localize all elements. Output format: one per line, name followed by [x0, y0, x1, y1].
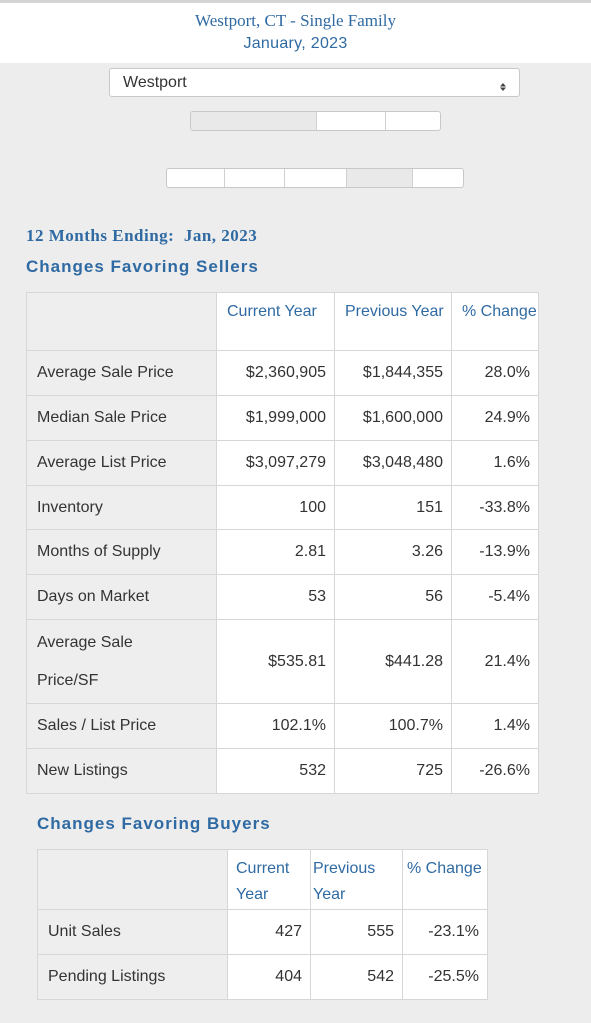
period-heading: 12 Months Ending: Jan, 2023 — [26, 226, 258, 245]
segment-3[interactable] — [386, 112, 440, 130]
table-row: Average Sale Price $2,360,905 $1,844,355… — [26, 350, 539, 396]
cell-previous: 56 — [334, 574, 452, 620]
town-select-value: Westport — [123, 74, 187, 91]
table-header-row: Current Year Previous Year % Change — [26, 292, 539, 351]
row-label: Months of Supply — [26, 529, 217, 575]
cell-change: -23.1% — [402, 909, 488, 955]
cell-change: 1.4% — [451, 703, 539, 749]
row-label: Average Sale Price — [26, 350, 217, 396]
cell-current: 100 — [216, 485, 335, 530]
cell-previous: 3.26 — [334, 529, 452, 575]
cell-current: $535.81 — [216, 619, 335, 704]
segment-1[interactable] — [167, 169, 225, 187]
row-label: New Listings — [26, 748, 217, 794]
row-label: Average Sale Price/SF — [26, 619, 217, 704]
segment-4[interactable] — [346, 169, 414, 187]
cell-previous: $1,844,355 — [334, 350, 452, 396]
cell-change: 24.9% — [451, 395, 539, 441]
cell-change: -25.5% — [402, 954, 488, 1000]
header-blank — [37, 849, 228, 910]
header-current: Current Year — [227, 849, 311, 910]
table-header-row: Current Year Previous Year % Change — [37, 849, 488, 910]
cell-change: 21.4% — [451, 619, 539, 704]
cell-previous: 555 — [310, 909, 403, 955]
cell-change: -5.4% — [451, 574, 539, 620]
table-row: Unit Sales 427 555 -23.1% — [37, 909, 488, 955]
buyers-title: Changes Favoring Buyers — [37, 814, 271, 833]
row-label: Average List Price — [26, 440, 217, 486]
row-label: Inventory — [26, 485, 217, 530]
row-label: Pending Listings — [37, 954, 228, 1000]
sellers-table: Current Year Previous Year % Change Aver… — [26, 292, 539, 794]
table-row: Inventory 100 151 -33.8% — [26, 485, 539, 530]
header-previous: Previous Year — [334, 292, 452, 351]
header-change: % Change — [451, 292, 539, 351]
cell-previous: $441.28 — [334, 619, 452, 704]
table-row: Sales / List Price 102.1% 100.7% 1.4% — [26, 703, 539, 749]
segment-5[interactable] — [413, 169, 463, 187]
period-title: January, 2023 — [243, 35, 348, 52]
cell-current: 532 — [216, 748, 335, 794]
cell-previous: 151 — [334, 485, 452, 530]
cell-previous: 542 — [310, 954, 403, 1000]
cell-previous: $1,600,000 — [334, 395, 452, 441]
cell-previous: 100.7% — [334, 703, 452, 749]
updown-arrow-icon — [499, 77, 507, 104]
cell-change: 1.6% — [451, 440, 539, 486]
cell-change: -26.6% — [451, 748, 539, 794]
segmented-control-top[interactable] — [190, 111, 441, 131]
segmented-control-bottom[interactable] — [166, 168, 464, 188]
segment-3[interactable] — [285, 169, 347, 187]
location-title: Westport, CT - Single Family — [195, 11, 396, 30]
table-row: Days on Market 53 56 -5.4% — [26, 574, 539, 620]
header-previous: Previous Year — [310, 849, 403, 910]
table-row: Pending Listings 404 542 -25.5% — [37, 954, 488, 1000]
segment-2[interactable] — [225, 169, 286, 187]
cell-current: 2.81 — [216, 529, 335, 575]
cell-change: 28.0% — [451, 350, 539, 396]
segment-1[interactable] — [191, 112, 317, 130]
row-label: Days on Market — [26, 574, 217, 620]
header-current: Current Year — [216, 292, 335, 351]
cell-previous: 725 — [334, 748, 452, 794]
row-label: Median Sale Price — [26, 395, 217, 441]
page-header: Westport, CT - Single Family January, 20… — [0, 3, 591, 63]
segment-2[interactable] — [317, 112, 387, 130]
table-row: Average List Price $3,097,279 $3,048,480… — [26, 440, 539, 486]
sellers-title: Changes Favoring Sellers — [26, 257, 259, 276]
row-label: Sales / List Price — [26, 703, 217, 749]
buyers-table: Current Year Previous Year % Change Unit… — [37, 849, 488, 1000]
table-row: Months of Supply 2.81 3.26 -13.9% — [26, 529, 539, 575]
table-row: Median Sale Price $1,999,000 $1,600,000 … — [26, 395, 539, 441]
table-row: Average Sale Price/SF $535.81 $441.28 21… — [26, 619, 539, 704]
cell-change: -33.8% — [451, 485, 539, 530]
table-row: New Listings 532 725 -26.6% — [26, 748, 539, 794]
header-change: % Change — [402, 849, 488, 910]
cell-current: 53 — [216, 574, 335, 620]
row-label: Unit Sales — [37, 909, 228, 955]
cell-current: $2,360,905 — [216, 350, 335, 396]
cell-current: 404 — [227, 954, 311, 1000]
cell-current: 427 — [227, 909, 311, 955]
cell-current: $3,097,279 — [216, 440, 335, 486]
cell-previous: $3,048,480 — [334, 440, 452, 486]
town-select[interactable]: Westport — [109, 68, 520, 97]
cell-change: -13.9% — [451, 529, 539, 575]
cell-current: $1,999,000 — [216, 395, 335, 441]
top-border — [0, 0, 591, 3]
cell-current: 102.1% — [216, 703, 335, 749]
header-blank — [26, 292, 217, 351]
